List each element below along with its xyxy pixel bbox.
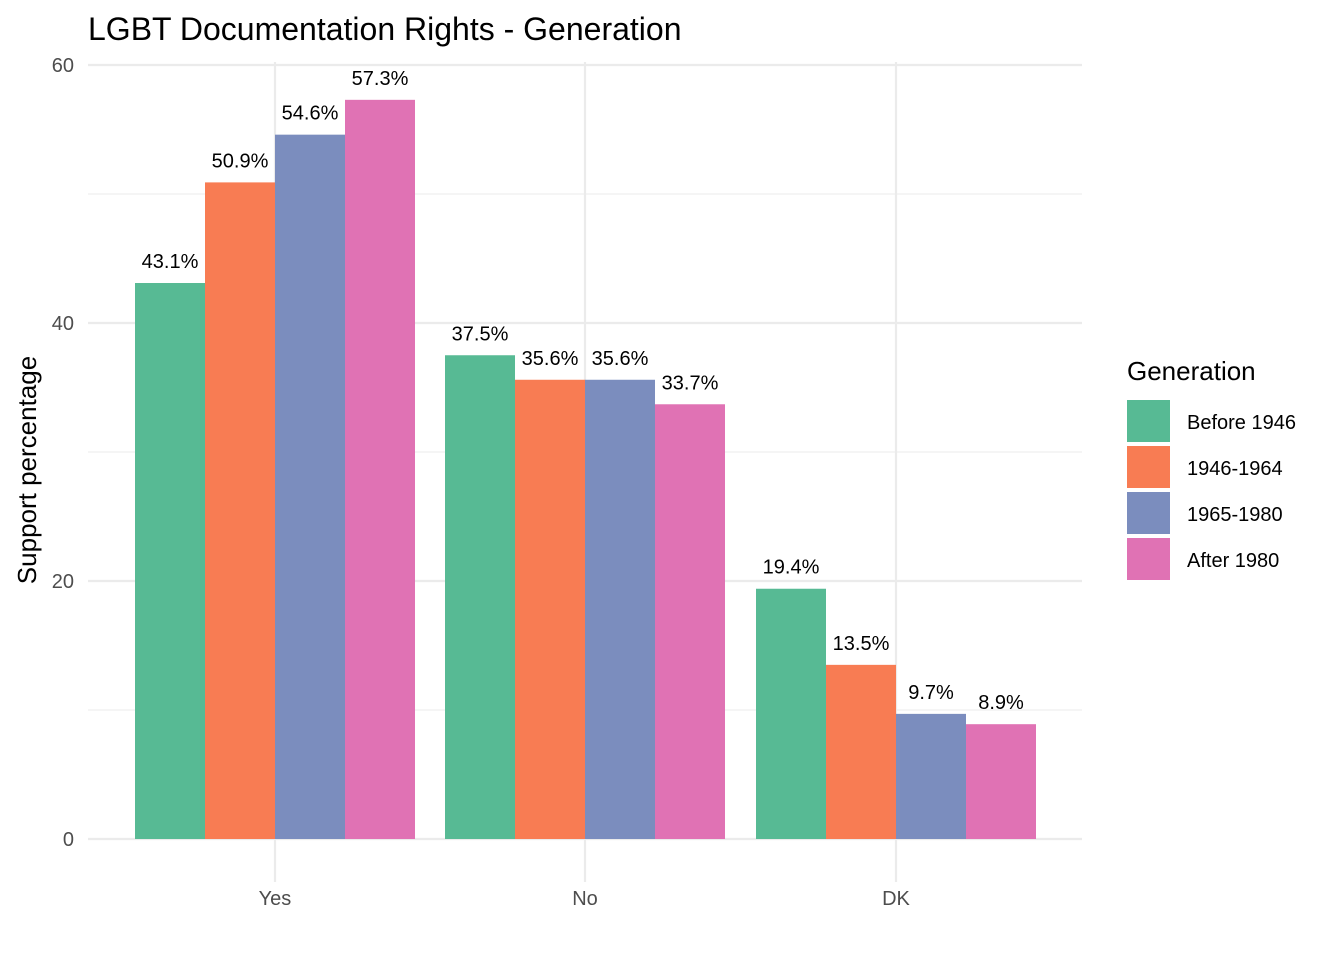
- bar: [205, 182, 275, 839]
- x-axis-ticks: Yes No DK: [259, 888, 911, 910]
- bar: [585, 379, 655, 839]
- y-tick-label: 20: [52, 571, 74, 593]
- bar: [896, 713, 966, 839]
- data-label: 13.5%: [833, 633, 890, 655]
- legend-label: Before 1946: [1187, 412, 1296, 434]
- legend-items: Before 1946 1946-1964 1965-1980 After 1980: [1127, 400, 1296, 580]
- data-label: 9.7%: [908, 682, 954, 704]
- bar: [756, 588, 826, 839]
- data-label: 19.4%: [763, 557, 820, 579]
- data-label: 37.5%: [452, 323, 509, 345]
- bar: [445, 355, 515, 839]
- y-tick-label: 60: [52, 55, 74, 77]
- data-label: 54.6%: [282, 103, 339, 125]
- bars: [135, 99, 1036, 839]
- bar: [826, 664, 896, 839]
- legend-label: 1965-1980: [1187, 504, 1283, 526]
- legend-swatch: [1127, 446, 1170, 488]
- x-tick-label: No: [572, 888, 598, 910]
- bar: [345, 99, 415, 839]
- legend-swatch: [1127, 538, 1170, 580]
- y-axis-label: Support percentage: [12, 356, 42, 584]
- bar: [966, 724, 1036, 839]
- y-tick-label: 40: [52, 313, 74, 335]
- y-axis-ticks: 0 20 40 60: [52, 55, 74, 851]
- legend-swatch: [1127, 492, 1170, 534]
- bar: [275, 134, 345, 839]
- bar: [655, 404, 725, 839]
- legend-swatch: [1127, 400, 1170, 442]
- data-label: 33.7%: [662, 372, 719, 394]
- x-tick-label: DK: [882, 888, 910, 910]
- legend-title: Generation: [1127, 356, 1256, 386]
- data-label: 50.9%: [212, 150, 269, 172]
- x-tick-label: Yes: [259, 888, 292, 910]
- legend: Generation Before 1946 1946-1964 1965-1980…: [1127, 356, 1296, 580]
- chart-title: LGBT Documentation Rights - Generation: [88, 11, 681, 47]
- data-label: 43.1%: [142, 251, 199, 273]
- data-label: 35.6%: [592, 348, 649, 370]
- legend-label: After 1980: [1187, 550, 1279, 572]
- data-label: 8.9%: [978, 692, 1024, 714]
- data-labels: 43.1% 50.9% 54.6% 57.3% 37.5% 35.6% 35.6% 33.7%…: [142, 68, 1024, 714]
- bar: [135, 283, 205, 839]
- y-tick-label: 0: [63, 829, 74, 851]
- data-label: 35.6%: [522, 348, 579, 370]
- data-label: 57.3%: [352, 68, 409, 90]
- legend-label: 1946-1964: [1187, 458, 1283, 480]
- bar: [515, 379, 585, 839]
